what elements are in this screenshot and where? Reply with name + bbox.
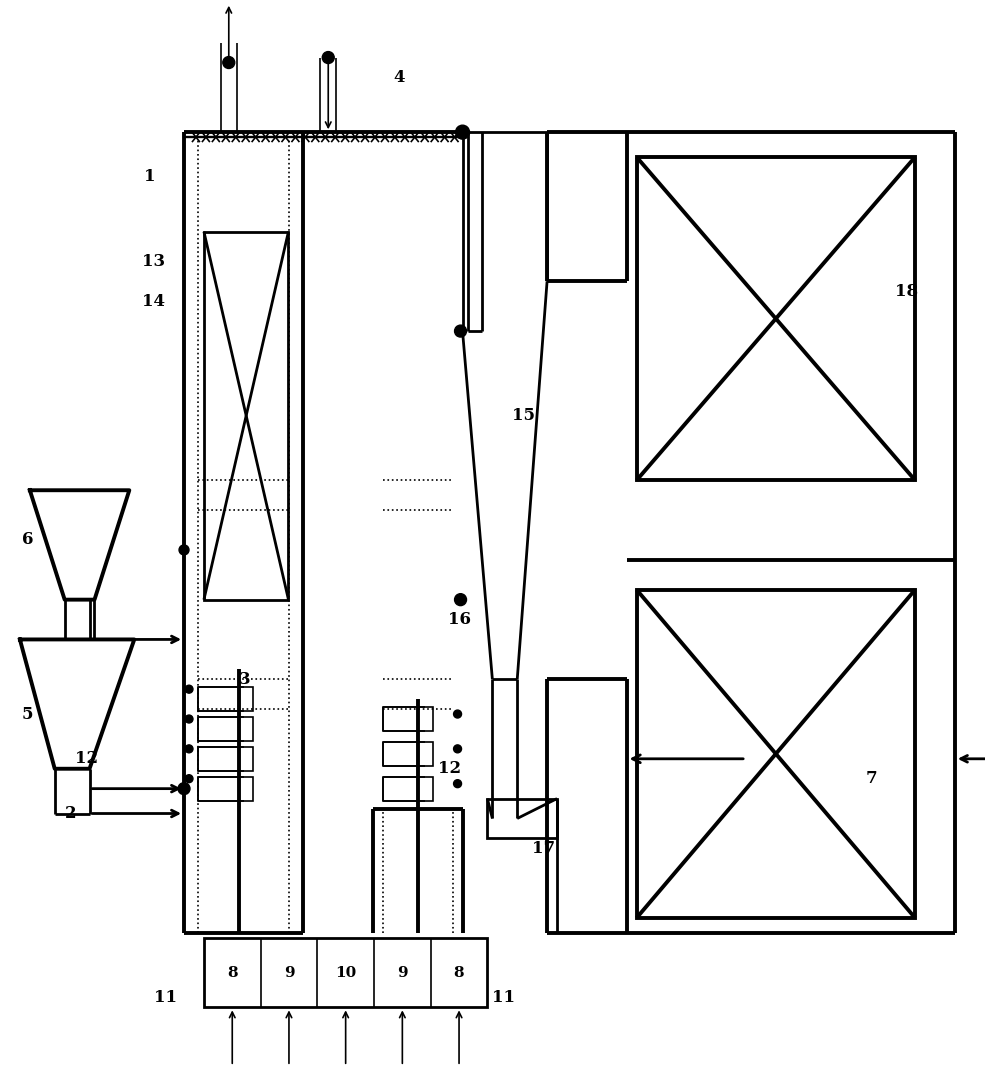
Circle shape bbox=[185, 715, 193, 723]
Circle shape bbox=[453, 710, 462, 718]
Text: 11: 11 bbox=[155, 989, 177, 1006]
Text: 11: 11 bbox=[492, 989, 515, 1006]
Bar bbox=[383, 707, 432, 731]
Bar bbox=[383, 742, 432, 765]
Text: 15: 15 bbox=[512, 407, 535, 424]
Text: 5: 5 bbox=[22, 706, 33, 723]
Text: 14: 14 bbox=[142, 293, 165, 310]
Circle shape bbox=[453, 779, 462, 788]
Text: 6: 6 bbox=[22, 531, 33, 548]
Text: 9: 9 bbox=[397, 965, 408, 979]
Bar bbox=[198, 687, 252, 711]
Bar bbox=[488, 799, 558, 838]
Circle shape bbox=[185, 685, 193, 693]
Text: 2: 2 bbox=[65, 805, 76, 822]
Bar bbox=[636, 157, 915, 480]
Text: 4: 4 bbox=[393, 68, 405, 86]
Bar bbox=[198, 717, 252, 741]
Bar bbox=[198, 777, 252, 801]
Bar bbox=[204, 232, 289, 600]
Text: 16: 16 bbox=[447, 611, 471, 629]
Circle shape bbox=[453, 745, 462, 753]
Circle shape bbox=[322, 51, 334, 63]
Text: 8: 8 bbox=[454, 965, 464, 979]
Text: 13: 13 bbox=[142, 253, 165, 270]
Text: 12: 12 bbox=[437, 760, 461, 777]
Text: 10: 10 bbox=[335, 965, 357, 979]
Text: 7: 7 bbox=[866, 770, 877, 787]
Text: 1: 1 bbox=[144, 169, 156, 185]
Bar bbox=[636, 590, 915, 918]
Circle shape bbox=[454, 325, 467, 337]
Circle shape bbox=[454, 593, 467, 606]
Text: 9: 9 bbox=[284, 965, 295, 979]
Bar bbox=[204, 938, 488, 1007]
Bar bbox=[383, 777, 432, 801]
Text: 12: 12 bbox=[75, 750, 98, 768]
Text: 3: 3 bbox=[238, 670, 250, 687]
Circle shape bbox=[179, 545, 189, 555]
Circle shape bbox=[178, 783, 190, 794]
Circle shape bbox=[456, 125, 470, 139]
Circle shape bbox=[185, 775, 193, 783]
Text: 18: 18 bbox=[895, 283, 918, 299]
Circle shape bbox=[185, 745, 193, 753]
Circle shape bbox=[223, 57, 234, 68]
Bar bbox=[198, 747, 252, 771]
Text: 8: 8 bbox=[227, 965, 237, 979]
Text: 17: 17 bbox=[532, 840, 556, 857]
